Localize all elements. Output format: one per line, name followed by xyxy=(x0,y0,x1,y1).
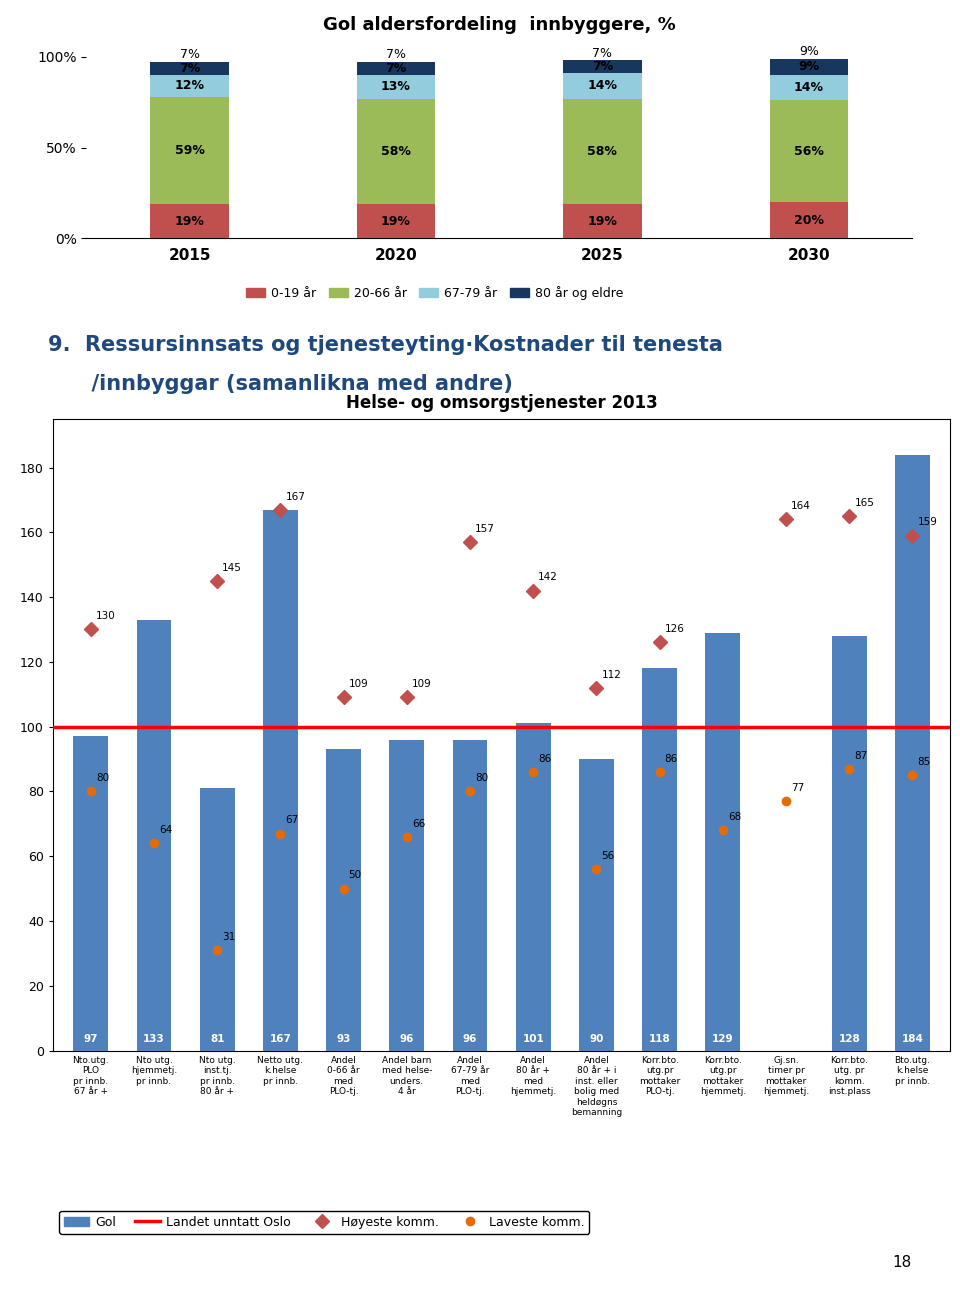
Text: 9.  Ressursinnsats og tjenesteyting·Kostnader til tenesta: 9. Ressursinnsats og tjenesteyting·Kostn… xyxy=(48,335,723,356)
Bar xyxy=(73,736,108,1051)
Bar xyxy=(832,635,867,1051)
Bar xyxy=(390,740,424,1051)
Text: 56: 56 xyxy=(602,851,614,861)
Text: 96: 96 xyxy=(399,1034,414,1044)
Bar xyxy=(564,61,641,73)
Bar xyxy=(452,740,488,1051)
Text: 96: 96 xyxy=(463,1034,477,1044)
Text: 167: 167 xyxy=(285,491,305,501)
Text: 18: 18 xyxy=(893,1254,912,1270)
Text: 58%: 58% xyxy=(588,144,617,157)
Bar xyxy=(516,723,551,1051)
Text: 7%: 7% xyxy=(386,49,406,62)
Text: 9%: 9% xyxy=(799,45,819,58)
Bar xyxy=(564,99,641,204)
Text: 80: 80 xyxy=(96,773,108,784)
Text: 118: 118 xyxy=(649,1034,670,1044)
Text: 58%: 58% xyxy=(381,144,411,157)
Bar xyxy=(263,509,298,1051)
Text: 14%: 14% xyxy=(588,80,617,93)
Text: 59%: 59% xyxy=(175,144,204,157)
Text: 7%: 7% xyxy=(592,46,612,59)
Text: 165: 165 xyxy=(854,498,875,508)
Legend: Gol, Landet unntatt Oslo, Høyeste komm., Laveste komm.: Gol, Landet unntatt Oslo, Høyeste komm.,… xyxy=(60,1210,589,1234)
Text: 184: 184 xyxy=(901,1034,924,1044)
Bar xyxy=(357,75,435,99)
Text: 142: 142 xyxy=(539,572,558,583)
Text: 20%: 20% xyxy=(794,214,824,227)
Text: 56%: 56% xyxy=(794,144,824,157)
Text: 109: 109 xyxy=(348,679,369,690)
Text: 77: 77 xyxy=(791,782,804,793)
Text: 68: 68 xyxy=(728,812,741,822)
Text: 64: 64 xyxy=(159,825,172,835)
Text: 112: 112 xyxy=(602,670,621,679)
Text: 93: 93 xyxy=(336,1034,350,1044)
Bar xyxy=(642,668,677,1051)
Legend: 0-19 år, 20-66 år, 67-79 år, 80 år og eldre: 0-19 år, 20-66 år, 67-79 år, 80 år og el… xyxy=(241,281,629,304)
Bar xyxy=(579,759,613,1051)
Text: 67: 67 xyxy=(285,816,299,825)
Bar xyxy=(151,62,228,75)
Text: 7%: 7% xyxy=(179,62,201,75)
Bar xyxy=(151,204,228,238)
Text: 19%: 19% xyxy=(588,215,617,228)
Text: 85: 85 xyxy=(918,757,931,767)
Text: 97: 97 xyxy=(84,1034,98,1044)
Text: 14%: 14% xyxy=(794,81,824,94)
Text: 86: 86 xyxy=(539,754,551,764)
Bar xyxy=(770,58,848,75)
Bar xyxy=(151,75,228,97)
Title: Helse- og omsorgstjenester 2013: Helse- og omsorgstjenester 2013 xyxy=(346,394,658,411)
Title: Gol aldersfordeling  innbyggere, %: Gol aldersfordeling innbyggere, % xyxy=(323,17,676,35)
Bar xyxy=(326,749,361,1051)
Bar xyxy=(151,97,228,204)
Bar xyxy=(200,788,234,1051)
Bar xyxy=(564,204,641,238)
Text: 12%: 12% xyxy=(175,80,204,93)
Bar xyxy=(706,633,740,1051)
Text: 50: 50 xyxy=(348,870,362,880)
Bar xyxy=(895,455,930,1051)
Text: 130: 130 xyxy=(96,611,115,621)
Text: /innbyggar (samanlikna med andre): /innbyggar (samanlikna med andre) xyxy=(48,374,513,394)
Text: 129: 129 xyxy=(712,1034,733,1044)
Text: 7%: 7% xyxy=(180,49,200,62)
Text: 13%: 13% xyxy=(381,80,411,93)
Text: 19%: 19% xyxy=(381,215,411,228)
Text: 31: 31 xyxy=(222,932,235,942)
Text: 90: 90 xyxy=(589,1034,604,1044)
Bar xyxy=(357,62,435,75)
Text: 7%: 7% xyxy=(591,61,613,73)
Text: 86: 86 xyxy=(664,754,678,764)
Text: 157: 157 xyxy=(475,523,495,534)
Text: 7%: 7% xyxy=(385,62,407,75)
Text: 145: 145 xyxy=(222,563,242,572)
Text: 126: 126 xyxy=(664,624,684,634)
Text: 133: 133 xyxy=(143,1034,165,1044)
Text: 9%: 9% xyxy=(798,61,820,73)
Text: 164: 164 xyxy=(791,501,811,512)
Text: 159: 159 xyxy=(918,517,937,527)
Text: 87: 87 xyxy=(854,750,868,761)
Text: 80: 80 xyxy=(475,773,489,784)
Text: 19%: 19% xyxy=(175,215,204,228)
Bar xyxy=(770,202,848,238)
Bar xyxy=(357,204,435,238)
Text: 109: 109 xyxy=(412,679,432,690)
Text: 81: 81 xyxy=(210,1034,225,1044)
Bar xyxy=(357,99,435,204)
Bar xyxy=(136,620,171,1051)
Text: 66: 66 xyxy=(412,819,425,829)
Text: 167: 167 xyxy=(270,1034,291,1044)
Bar xyxy=(564,73,641,99)
Bar xyxy=(770,75,848,101)
Text: 101: 101 xyxy=(522,1034,544,1044)
Bar xyxy=(770,101,848,202)
Text: 128: 128 xyxy=(838,1034,860,1044)
